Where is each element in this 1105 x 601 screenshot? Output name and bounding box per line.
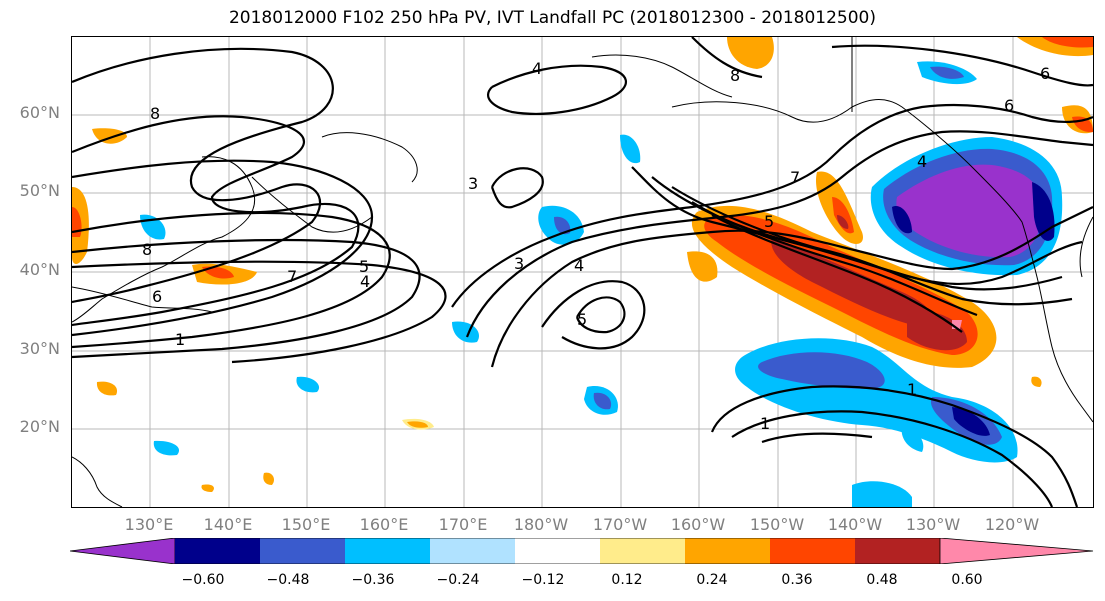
contour-labels: 8 4 8 6 6 3 7 5 3 4 5 4 5 7 8 6 1 1 1 4 bbox=[142, 59, 1050, 433]
contour-label: 3 bbox=[468, 174, 478, 193]
lon-label: 170°W bbox=[592, 515, 648, 534]
lat-label: 50°N bbox=[19, 181, 60, 200]
coastlines bbox=[72, 37, 1093, 507]
contour-label: 7 bbox=[790, 168, 800, 187]
colorbar-tick-label: −0.60 bbox=[181, 572, 225, 588]
lon-label: 150°E bbox=[281, 515, 331, 534]
contour-label: 3 bbox=[514, 254, 524, 273]
lon-label: 120°W bbox=[984, 515, 1040, 534]
colorbar-segment bbox=[770, 538, 855, 564]
colorbar-tick-label: −0.12 bbox=[521, 572, 565, 588]
contour-label: 6 bbox=[152, 287, 162, 306]
lat-label: 20°N bbox=[19, 417, 60, 436]
contour-label: 4 bbox=[574, 256, 584, 275]
contour-label: 4 bbox=[532, 59, 542, 78]
contour-label: 4 bbox=[917, 152, 927, 171]
colorbar-segment bbox=[260, 538, 345, 564]
map-panel: 8 4 8 6 6 3 7 5 3 4 5 4 5 7 8 6 1 1 1 4 bbox=[71, 36, 1094, 508]
figure-title: 2018012000 F102 250 hPa PV, IVT Landfall… bbox=[228, 8, 876, 28]
colorbar-segment bbox=[175, 538, 260, 564]
colorbar-tick-label: 0.48 bbox=[866, 572, 898, 588]
lat-label: 40°N bbox=[19, 260, 60, 279]
lon-label: 160°W bbox=[670, 515, 726, 534]
lon-label: 130°W bbox=[905, 515, 961, 534]
contour-label: 5 bbox=[359, 257, 369, 276]
colorbar-tick-label: 0.12 bbox=[611, 572, 643, 588]
colorbar-segment bbox=[685, 538, 770, 564]
colorbar-segment bbox=[855, 538, 940, 564]
contour-label: 6 bbox=[1040, 64, 1050, 83]
contour-label: 5 bbox=[764, 212, 774, 231]
contour-label: 1 bbox=[907, 380, 917, 399]
contour-label: 8 bbox=[142, 240, 152, 259]
colorbar-tick-label: 0.24 bbox=[696, 572, 728, 588]
contour-label: 7 bbox=[287, 267, 297, 286]
colorbar-tick-label: −0.24 bbox=[436, 572, 480, 588]
pv-contours bbox=[72, 37, 1093, 507]
lon-label: 130°E bbox=[124, 515, 174, 534]
contour-label: 6 bbox=[1004, 96, 1014, 115]
lat-label: 60°N bbox=[19, 103, 60, 122]
lon-label: 140°E bbox=[203, 515, 253, 534]
contour-label: 1 bbox=[175, 330, 185, 349]
lon-label: 170°E bbox=[438, 515, 488, 534]
colorbar-segment bbox=[430, 538, 515, 564]
colorbar-segment bbox=[70, 538, 176, 564]
map-canvas: 8 4 8 6 6 3 7 5 3 4 5 4 5 7 8 6 1 1 1 4 bbox=[72, 37, 1093, 507]
colorbar-segment bbox=[345, 538, 430, 564]
contour-label: 8 bbox=[150, 104, 160, 123]
lon-label: 160°E bbox=[359, 515, 409, 534]
contour-label: 5 bbox=[577, 310, 587, 329]
lon-label: 140°W bbox=[827, 515, 883, 534]
colorbar-tick-label: −0.36 bbox=[351, 572, 395, 588]
contour-label: 1 bbox=[760, 414, 770, 433]
colorbar-tick-label: 0.36 bbox=[781, 572, 813, 588]
colorbar bbox=[70, 538, 1094, 564]
colorbar-tick-label: 0.60 bbox=[951, 572, 983, 588]
lon-label: 180°W bbox=[513, 515, 569, 534]
colorbar-segment bbox=[600, 538, 685, 564]
pv-anomaly-fills bbox=[72, 37, 1093, 507]
colorbar-segment bbox=[939, 538, 1094, 564]
colorbar-tick-label: −0.48 bbox=[266, 572, 310, 588]
contour-label: 4 bbox=[360, 272, 370, 291]
contour-label: 8 bbox=[730, 66, 740, 85]
colorbar-segment bbox=[515, 538, 600, 564]
lat-label: 30°N bbox=[19, 339, 60, 358]
lon-label: 150°W bbox=[749, 515, 805, 534]
